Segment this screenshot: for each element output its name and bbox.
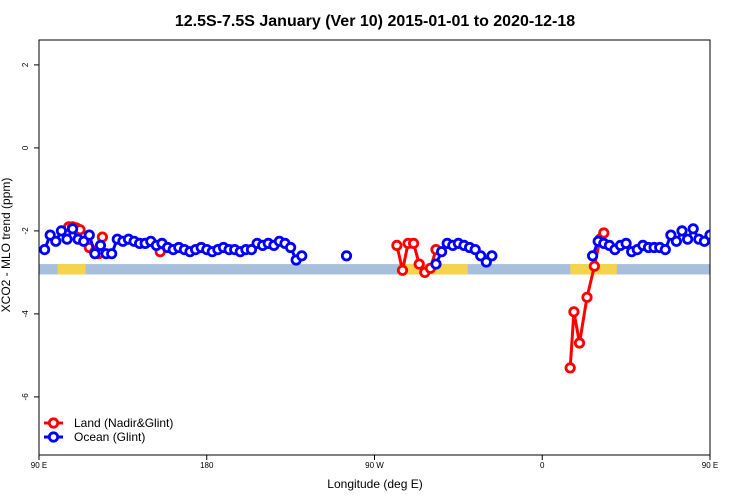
land-series-line [738,228,747,229]
ocean-point [486,250,498,262]
band-layer [39,264,750,275]
ocean-point [83,229,95,241]
legend-ocean-label: Ocean (Glint) [74,430,145,444]
land-point [598,227,610,239]
ocean-point [620,237,632,249]
ocean-point [670,235,683,247]
land-point [573,337,586,349]
ocean-point [728,250,736,258]
x-tick-label: 180 [200,461,214,470]
reference-band [39,264,710,275]
series-layer [39,221,750,374]
ocean-point [89,248,101,260]
ocean-point [340,250,353,262]
land-point [739,224,747,232]
ocean-point [676,225,688,237]
y-tick-label: -2 [21,227,30,235]
legend-ocean-marker [47,431,60,443]
land-point [581,291,593,303]
ocean-point [717,241,725,249]
land-point [391,239,403,251]
legend: Land (Nadir&Glint) Ocean (Glint) [44,416,173,444]
x-axis-label: Longitude (deg E) [327,477,422,491]
y-tick-label: -6 [21,393,30,401]
land-point [564,362,576,374]
land-point [568,306,580,318]
ocean-point [39,244,51,256]
ocean-point [430,258,442,270]
x-tick-label: 90 W [365,461,384,470]
ocean-point [67,223,79,235]
x-tick-label: 90 E [31,461,47,470]
ocean-point [50,235,62,247]
land-point [413,258,425,270]
land-band-segment [57,264,86,275]
land-point [734,225,742,233]
ocean-point [687,223,699,235]
ocean-point [435,246,448,258]
ocean-point [739,237,747,245]
ocean-point [681,233,694,245]
y-tick-label: 2 [21,62,30,67]
ocean-point [711,248,719,256]
ocean-point [659,244,671,256]
ocean-point [284,241,297,254]
y-axis-label: XCO2 - MLO trend (ppm) [0,178,13,313]
land-point [396,264,409,276]
ocean-point [745,235,750,243]
ocean-point [55,225,68,237]
chart-title: 12.5S-7.5S January (Ver 10) 2015-01-01 t… [175,13,575,30]
axes: 90 E 180 90 W 0 90 E 2 0 -2 -4 -6 [21,62,718,470]
plot-frame [38,39,711,456]
legend-land-label: Land (Nadir&Glint) [74,416,173,430]
x-tick-label: 0 [540,461,545,470]
legend-item-ocean: Ocean (Glint) [44,430,145,444]
ocean-point [586,250,599,262]
y-tick-label: -4 [21,310,30,318]
land-point [743,225,750,233]
x-tick-label: 90 E [702,461,718,470]
ocean-point [723,250,731,258]
land-point [588,260,601,272]
ocean-point [94,239,107,251]
ocean-point [734,235,742,243]
legend-item-land: Land (Nadir&Glint) [44,416,173,430]
ocean-point [296,250,308,262]
y-tick-label: 0 [21,145,30,150]
ocean-point [106,248,118,260]
ocean-point [61,233,73,245]
land-band-segment [738,264,750,274]
land-point [407,237,420,249]
legend-land-marker [47,417,60,429]
